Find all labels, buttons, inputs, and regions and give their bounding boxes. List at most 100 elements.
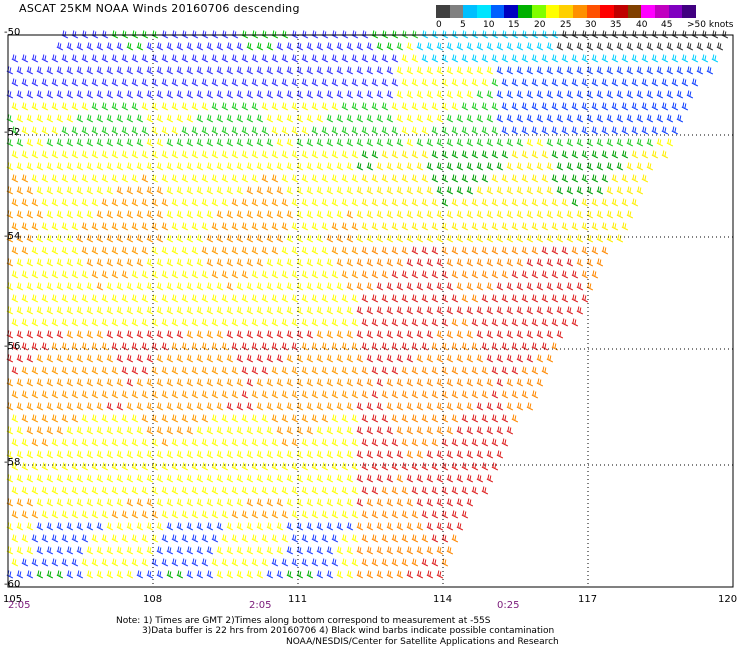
wind-barb <box>481 174 489 183</box>
wind-barb <box>106 234 114 243</box>
wind-barb <box>116 522 124 531</box>
wind-barb <box>576 66 584 75</box>
wind-barb <box>321 366 329 375</box>
wind-barb <box>306 570 314 579</box>
wind-barb <box>476 450 484 459</box>
wind-barb <box>101 558 109 567</box>
wind-barb <box>451 78 459 87</box>
wind-barb <box>156 282 164 291</box>
wind-barb <box>381 270 389 279</box>
wind-barb <box>121 174 129 183</box>
wind-barb <box>156 426 164 435</box>
wind-barb <box>371 246 379 255</box>
wind-barb <box>46 90 54 99</box>
wind-barb <box>231 126 239 135</box>
wind-barb <box>121 222 129 231</box>
wind-barb <box>456 258 464 267</box>
wind-barb <box>611 174 619 183</box>
wind-barb <box>136 42 144 51</box>
wind-barb <box>186 210 194 219</box>
wind-barb <box>11 150 19 159</box>
wind-barb <box>691 30 699 39</box>
wind-barb <box>121 150 129 159</box>
wind-barb <box>511 78 519 87</box>
wind-barb <box>136 474 144 483</box>
wind-barb <box>16 210 24 219</box>
wind-barb <box>701 30 709 39</box>
wind-barb <box>571 150 579 159</box>
wind-barb <box>126 114 134 123</box>
wind-barb <box>391 462 399 471</box>
wind-barb <box>351 534 359 543</box>
wind-barb <box>606 234 614 243</box>
wind-barb <box>436 354 444 363</box>
wind-barb <box>426 330 434 339</box>
wind-barb <box>21 294 29 303</box>
wind-barb <box>351 270 359 279</box>
wind-barb <box>91 462 99 471</box>
wind-barb <box>241 438 249 447</box>
wind-barb <box>41 270 49 279</box>
wind-barb <box>271 174 279 183</box>
wind-barb <box>131 126 139 135</box>
wind-barb <box>446 162 454 171</box>
wind-barb <box>66 546 74 555</box>
wind-barb <box>636 90 644 99</box>
wind-barb <box>396 546 404 555</box>
wind-barb <box>316 114 324 123</box>
wind-barb <box>136 570 144 579</box>
wind-barb <box>116 186 124 195</box>
wind-barb <box>381 414 389 423</box>
wind-barb <box>516 114 524 123</box>
wind-barb <box>421 486 429 495</box>
wind-barb <box>431 438 439 447</box>
wind-barb <box>541 126 549 135</box>
wind-barb <box>251 54 259 63</box>
wind-barb <box>166 330 174 339</box>
wind-barb <box>436 210 444 219</box>
wind-barb <box>361 534 369 543</box>
wind-barb <box>486 90 494 99</box>
lat-label: -50 <box>4 27 21 38</box>
wind-barb <box>196 450 204 459</box>
wind-barb <box>176 90 184 99</box>
wind-barb <box>16 570 24 579</box>
wind-barb <box>546 306 554 315</box>
wind-barb <box>451 366 459 375</box>
wind-barb <box>216 378 224 387</box>
wind-barb <box>601 30 609 39</box>
wind-barb <box>11 366 19 375</box>
wind-barb <box>211 30 219 39</box>
wind-barb <box>221 102 229 111</box>
wind-barb <box>516 162 524 171</box>
wind-barb <box>351 246 359 255</box>
wind-barb <box>191 150 199 159</box>
wind-barb <box>486 42 494 51</box>
wind-barb <box>71 510 79 519</box>
wind-barb <box>231 558 239 567</box>
colorbar-swatch <box>668 5 683 18</box>
wind-barb <box>161 246 169 255</box>
wind-barb <box>116 546 124 555</box>
wind-barb <box>126 138 134 147</box>
wind-barb <box>116 234 124 243</box>
wind-barb <box>521 222 529 231</box>
wind-barb <box>396 330 404 339</box>
wind-barb <box>376 570 384 579</box>
wind-barb <box>486 162 494 171</box>
wind-barb <box>56 42 64 51</box>
wind-barb <box>651 126 659 135</box>
wind-barb <box>616 42 624 51</box>
wind-barb <box>231 246 239 255</box>
wind-barb <box>201 390 209 399</box>
wind-barb <box>291 438 299 447</box>
wind-barb <box>231 78 239 87</box>
wind-barb <box>11 294 19 303</box>
wind-barb <box>451 246 459 255</box>
wind-barb <box>476 42 484 51</box>
wind-barb <box>466 258 474 267</box>
wind-barb <box>26 498 34 507</box>
wind-barb <box>356 138 364 147</box>
wind-barb <box>301 126 309 135</box>
wind-barb <box>171 294 179 303</box>
